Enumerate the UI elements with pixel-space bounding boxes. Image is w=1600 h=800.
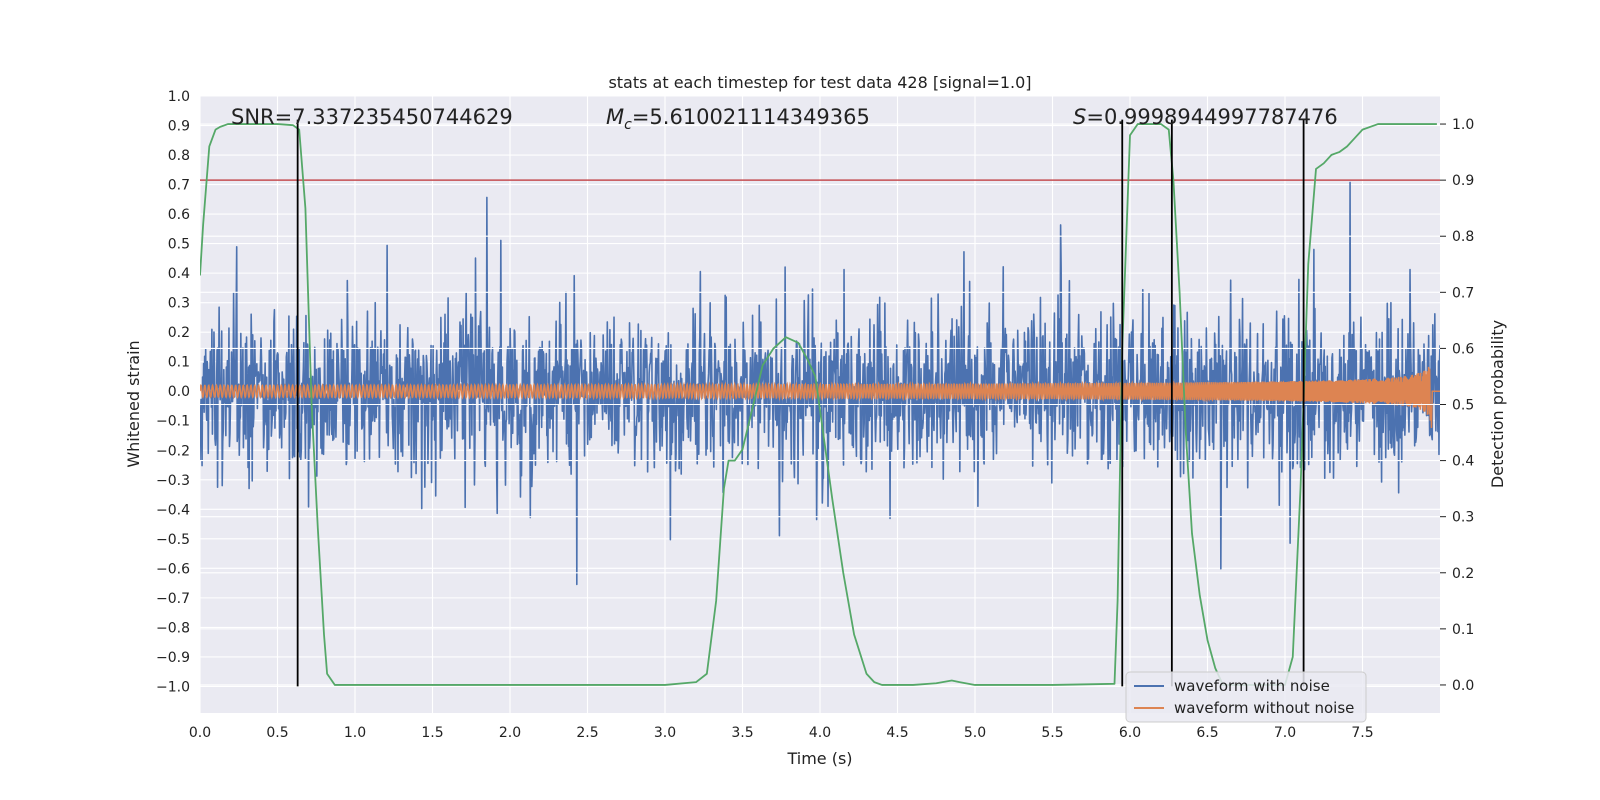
y-tick-label: 1.0 (168, 89, 190, 105)
y2-ticks: 1.0 0.9 0.8 0.7 0.6 0.5 0.4 0.3 0.2 0.1 0.0 (1440, 117, 1474, 694)
y-tick-label: −0.3 (156, 473, 190, 489)
y-tick-label: −1.0 (156, 679, 190, 695)
x-tick-label: 2.0 (499, 725, 521, 741)
x-tick-label: 5.0 (964, 725, 986, 741)
y-tick-label: 0.3 (168, 296, 190, 312)
y2-tick-label: 0.8 (1452, 229, 1474, 245)
s-annotation: S=0.9998944997787476 (1073, 105, 1338, 129)
y-tick-label: −0.4 (156, 502, 190, 518)
x-tick-label: 7.5 (1351, 725, 1373, 741)
y-tick-label: −0.2 (156, 443, 190, 459)
y2-tick-label: 0.9 (1452, 173, 1474, 189)
x-tick-label: 0.0 (189, 725, 211, 741)
y2-tick-label: 0.3 (1452, 510, 1474, 526)
y2-tick-label: 1.0 (1452, 117, 1474, 133)
data-layer (200, 119, 1440, 687)
x-axis-title: Time (s) (786, 749, 852, 768)
x-tick-label: 7.0 (1274, 725, 1296, 741)
x-tick-label: 4.5 (886, 725, 908, 741)
x-tick-label: 3.5 (731, 725, 753, 741)
y2-tick-label: 0.2 (1452, 566, 1474, 582)
chart-title: stats at each timestep for test data 428… (608, 73, 1031, 92)
y-tick-label: 0.8 (168, 148, 190, 164)
y-tick-label: 0.4 (168, 266, 190, 282)
y2-tick-label: 0.0 (1452, 678, 1474, 694)
y-tick-label: 0.2 (168, 325, 190, 341)
y2-tick-label: 0.5 (1452, 398, 1474, 414)
x-tick-label: 5.5 (1041, 725, 1063, 741)
y2-tick-label: 0.1 (1452, 622, 1474, 638)
chirp-mass-annotation: Mc=5.610021114349365 (606, 105, 870, 133)
x-tick-label: 3.0 (654, 725, 676, 741)
series-waveform-without-noise (200, 366, 1440, 428)
y-tick-label: −0.6 (156, 561, 190, 577)
y2-axis-title: Detection probability (1488, 320, 1507, 488)
x-tick-label: 0.5 (266, 725, 288, 741)
y-tick-label: −0.1 (156, 414, 190, 430)
x-tick-label: 2.5 (576, 725, 598, 741)
y2-tick-label: 0.4 (1452, 454, 1474, 470)
legend-label-noise: waveform with noise (1174, 677, 1330, 695)
x-tick-label: 4.0 (809, 725, 831, 741)
y-tick-label: −0.5 (156, 532, 190, 548)
y-axis-title: Whitened strain (124, 340, 143, 467)
y-tick-label: 0.1 (168, 355, 190, 371)
y-tick-label: 0.6 (168, 207, 190, 223)
y-tick-label: −0.9 (156, 650, 190, 666)
x-tick-label: 6.0 (1119, 725, 1141, 741)
y-tick-label: 0.5 (168, 237, 190, 253)
y2-tick-label: 0.7 (1452, 285, 1474, 301)
legend-label-clean: waveform without noise (1174, 699, 1354, 717)
y2-tick-label: 0.6 (1452, 341, 1474, 357)
legend: waveform with noise waveform without noi… (1125, 671, 1367, 723)
y-tick-label: 0.7 (168, 178, 190, 194)
y-tick-label: −0.8 (156, 620, 190, 636)
y-tick-label: −0.7 (156, 591, 190, 607)
snr-annotation: SNR=7.337235450744629 (231, 105, 513, 129)
y-ticks: 1.0 0.9 0.8 0.7 0.6 0.5 0.4 0.3 0.2 0.1 0.0 −0.1 −0.… (156, 89, 190, 695)
y-tick-label: 0.0 (168, 384, 190, 400)
y-tick-label: 0.9 (168, 119, 190, 135)
x-tick-label: 1.0 (344, 725, 366, 741)
x-tick-label: 1.5 (421, 725, 443, 741)
legend-box (1125, 671, 1367, 723)
x-ticks: 0.0 0.5 1.0 1.5 2.0 2.5 3.0 3.5 4.0 4.5 5.0 5.5 6.0 6… (189, 725, 1374, 741)
x-tick-label: 6.5 (1196, 725, 1218, 741)
